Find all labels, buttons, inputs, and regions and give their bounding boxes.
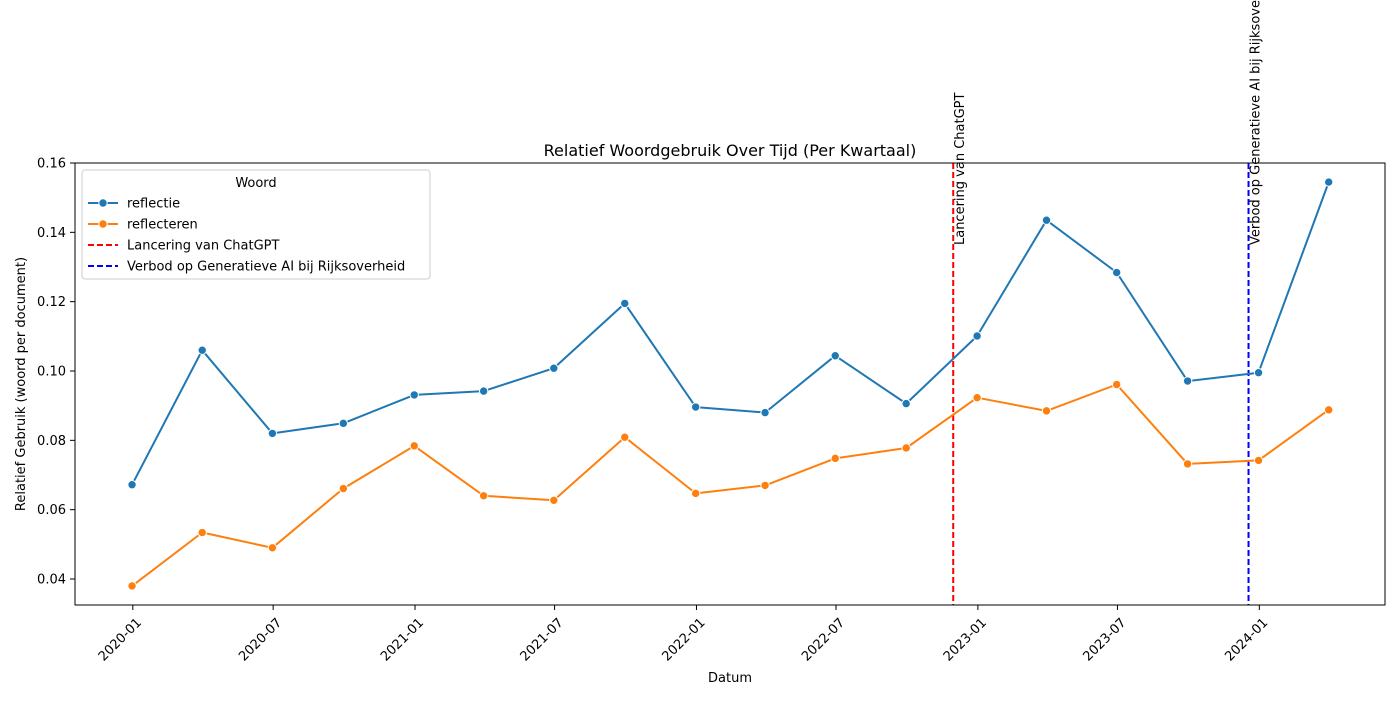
data-point [338, 418, 349, 429]
data-point [690, 488, 701, 499]
data-point [830, 351, 840, 361]
y-tick-label: 0.08 [37, 434, 66, 449]
data-point [620, 298, 630, 309]
legend-title: Woord [235, 176, 276, 191]
data-point [478, 386, 489, 396]
data-point [1182, 376, 1193, 386]
data-point [197, 527, 207, 538]
legend-entry-label: reflectie [127, 197, 180, 212]
series-line-reflecteren [131, 383, 1330, 587]
x-tick-label: 2022-07 [799, 615, 848, 664]
y-axis-label: Relatief Gebruik (woord per document) [14, 257, 29, 511]
data-point [267, 543, 278, 553]
data-point [1253, 455, 1264, 466]
x-tick-label: 2023-07 [1080, 615, 1129, 664]
data-point [760, 480, 770, 491]
data-point [267, 428, 278, 439]
legend-entry-label: reflecteren [127, 218, 198, 233]
x-tick-label: 2023-01 [941, 615, 990, 664]
data-point [901, 398, 911, 409]
annotation-lines [952, 163, 1250, 605]
data-point [620, 432, 630, 442]
data-point [409, 390, 419, 400]
data-point [338, 483, 349, 494]
data-point [1182, 459, 1193, 469]
legend-marker [98, 198, 108, 208]
data-point [972, 392, 982, 403]
x-tick-label: 2021-01 [378, 615, 427, 664]
plot-frame [74, 162, 1386, 606]
data-point [1041, 406, 1052, 416]
data-point [127, 480, 137, 490]
data-point [1111, 267, 1122, 278]
x-tick-label: 2021-07 [518, 615, 567, 664]
data-point [901, 443, 911, 453]
x-tick-label: 2020-01 [96, 615, 145, 664]
data-point [478, 491, 489, 501]
data-point [1253, 368, 1264, 378]
data-point [549, 363, 559, 373]
x-tick-label: 2022-01 [659, 615, 708, 664]
annotation-label: Lancering van ChatGPT [953, 93, 968, 245]
legend: Woord reflectie reflecteren Lancering van C… [81, 169, 431, 280]
data-point [1111, 379, 1122, 390]
legend-marker [98, 219, 108, 229]
annotation-label: Verbod op Generatieve AI bij Rijksoverhe… [1249, 0, 1264, 245]
x-axis-label: Datum [708, 671, 752, 686]
data-point [690, 402, 701, 412]
legend-box [81, 169, 431, 280]
y-tick-label: 0.10 [37, 365, 66, 380]
y-tick-label: 0.16 [37, 157, 66, 172]
data-point [549, 495, 559, 506]
series-line-reflectie [131, 181, 1330, 486]
data-point [1324, 177, 1334, 187]
data-point [760, 407, 770, 418]
chart-title: Relatief Woordgebruik Over Tijd (Per Kwa… [544, 141, 917, 160]
data-point [127, 581, 137, 591]
data-point [830, 453, 840, 464]
data-point [972, 331, 982, 341]
data-point [409, 441, 419, 451]
annotation-labels: Lancering van ChatGPT Verbod op Generatie… [953, 0, 1263, 245]
y-tick-label: 0.06 [37, 503, 66, 518]
data-point [1324, 405, 1334, 415]
x-tick-label: 2020-07 [236, 615, 285, 664]
y-tick-label: 0.12 [37, 295, 66, 310]
legend-entry-label: Lancering van ChatGPT [127, 239, 279, 254]
data-point [197, 345, 207, 355]
y-tick-label: 0.14 [37, 226, 66, 241]
x-tick-label: 2024-01 [1222, 615, 1271, 664]
data-series [127, 177, 1334, 591]
data-point [1041, 215, 1052, 225]
y-tick-label: 0.04 [37, 573, 66, 588]
legend-entry-label: Verbod op Generatieve AI bij Rijksoverhe… [127, 260, 405, 275]
